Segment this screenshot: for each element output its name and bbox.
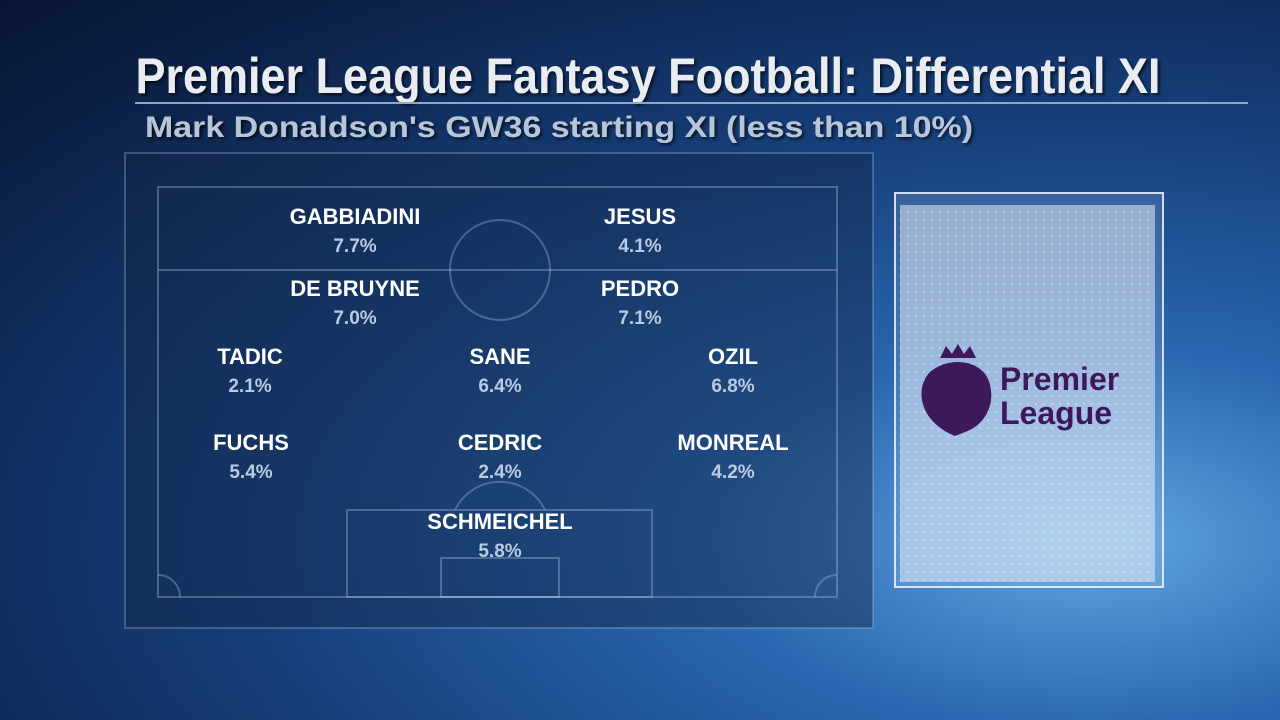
player-ownership: 2.4% xyxy=(478,462,521,483)
title: Premier League Fantasy Football: Differe… xyxy=(136,48,1161,104)
player-name: CEDRIC xyxy=(458,430,542,455)
player-name: FUCHS xyxy=(213,430,289,455)
player-name: MONREAL xyxy=(677,430,788,455)
logo-panel: Premier League xyxy=(894,192,1164,588)
player-name: SCHMEICHEL xyxy=(427,509,572,534)
player-ownership: 7.0% xyxy=(333,308,376,329)
player-name: GABBIADINI xyxy=(290,204,421,229)
subtitle: Mark Donaldson's GW36 starting XI (less … xyxy=(145,111,973,144)
logo-line2: League xyxy=(1000,395,1112,431)
player-ownership: 5.8% xyxy=(478,541,521,562)
player-ownership: 2.1% xyxy=(228,376,271,397)
logo-line1: Premier xyxy=(1000,361,1119,397)
pitch xyxy=(124,152,874,629)
player-name: TADIC xyxy=(217,344,283,369)
player-name: PEDRO xyxy=(601,276,679,301)
lion-icon xyxy=(921,344,992,436)
player-ownership: 7.1% xyxy=(618,308,661,329)
player-ownership: 6.8% xyxy=(711,376,754,397)
player-name: DE BRUYNE xyxy=(290,276,420,301)
players: GABBIADINI 7.7% JESUS 4.1% DE BRUYNE 7.0% PEDR… xyxy=(213,204,789,562)
player-ownership: 4.1% xyxy=(618,236,661,257)
player-name: SANE xyxy=(469,344,530,369)
player-ownership: 4.2% xyxy=(711,462,754,483)
player-name: JESUS xyxy=(604,204,676,229)
player-ownership: 5.4% xyxy=(229,462,272,483)
player-ownership: 6.4% xyxy=(478,376,521,397)
player-ownership: 7.7% xyxy=(333,236,376,257)
player-name: OZIL xyxy=(708,344,758,369)
